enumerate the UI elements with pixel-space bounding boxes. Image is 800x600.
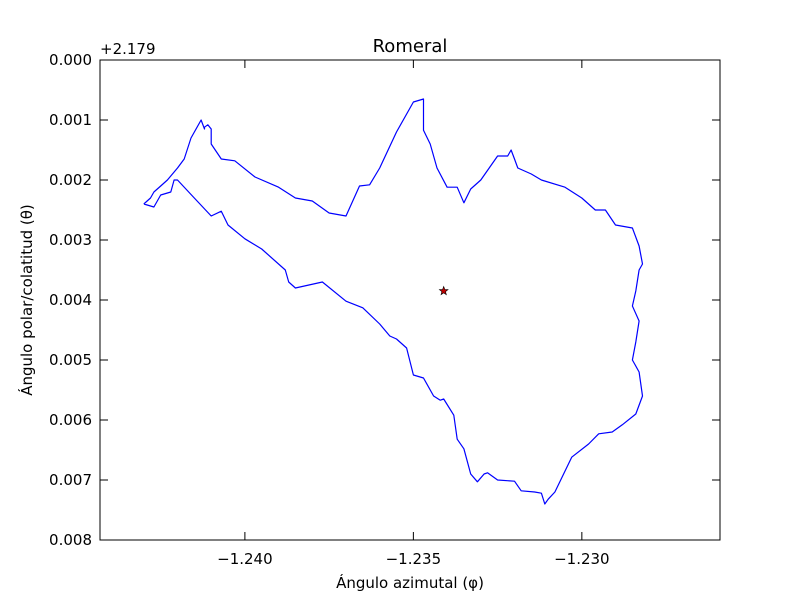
- x-tick-label: −1.235: [386, 550, 442, 568]
- series-layer: [143, 98, 644, 505]
- y-tick-label: 0.003: [49, 231, 92, 249]
- y-tick-label: 0.008: [49, 531, 92, 549]
- y-axis-ticks: 0.000 0.001 0.002 0.003 0.004 0.005 0.006 0.007…: [49, 51, 720, 549]
- y-tick-label: 0.007: [49, 471, 92, 489]
- y-tick-label: 0.001: [49, 111, 92, 129]
- y-tick-label: 0.000: [49, 51, 92, 69]
- x-axis-label: Ángulo azimutal (φ): [336, 573, 484, 592]
- boundary-line: [143, 98, 644, 505]
- y-tick-label: 0.002: [49, 171, 92, 189]
- y-tick-label: 0.004: [49, 291, 92, 309]
- chart-title: Romeral: [373, 36, 448, 57]
- x-tick-label: −1.230: [554, 550, 610, 568]
- y-offset-label: +2.179: [100, 40, 156, 58]
- x-tick-label: −1.240: [217, 550, 273, 568]
- x-axis-ticks: −1.240 −1.235 −1.230: [217, 60, 610, 568]
- y-tick-label: 0.005: [49, 351, 92, 369]
- y-axis-label: Ángulo polar/colatitud (θ): [17, 204, 36, 396]
- centroid-star-marker: [438, 285, 449, 296]
- y-tick-label: 0.006: [49, 411, 92, 429]
